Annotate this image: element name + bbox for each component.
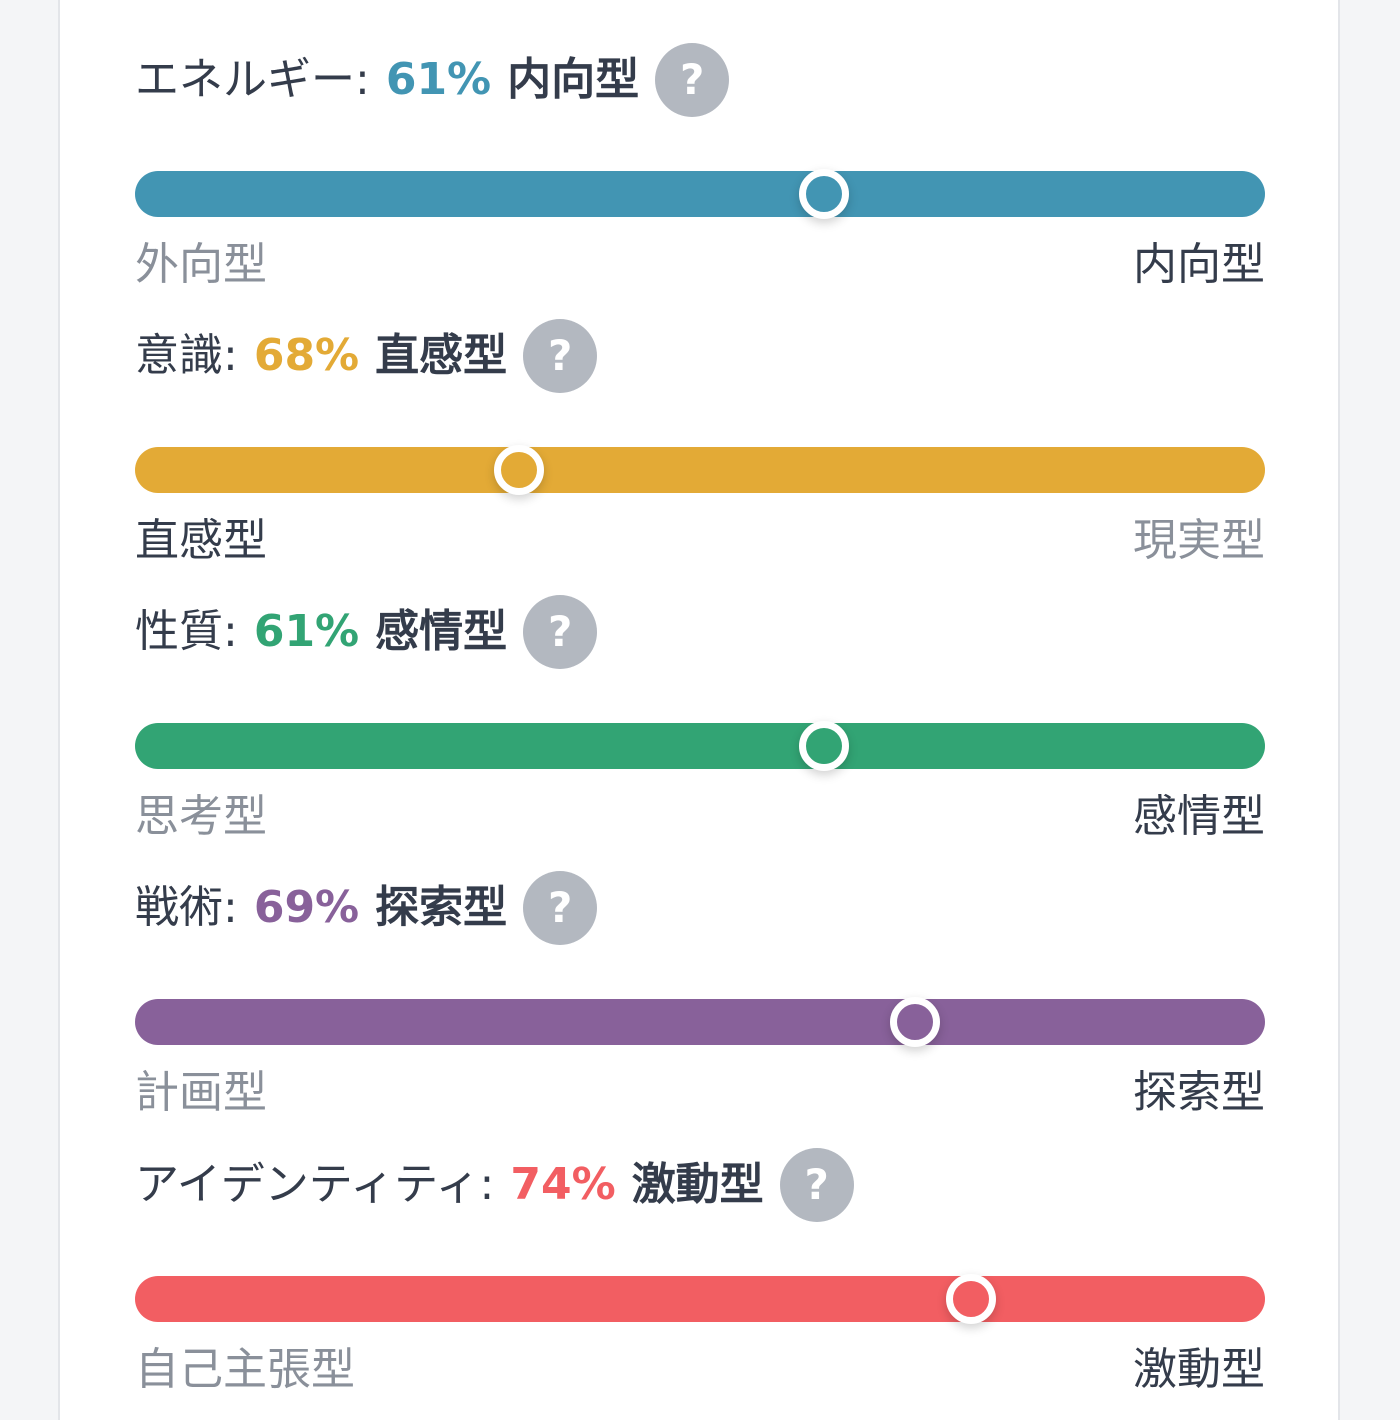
- pole-left-label: 外向型: [135, 239, 267, 290]
- help-circle-icon[interactable]: ?: [523, 319, 598, 393]
- trait-type: 直感型: [375, 330, 508, 381]
- trait-name: アイデンティティ: [135, 1159, 480, 1210]
- trait-percent: 69%: [253, 882, 360, 933]
- trait-bar: [135, 445, 1265, 495]
- trait-name: 性質: [135, 606, 223, 657]
- trait-bar-knob[interactable]: [946, 1274, 997, 1324]
- trait-bar-knob[interactable]: [494, 445, 545, 495]
- trait-colon: :: [355, 54, 370, 105]
- pole-right-label: 現実型: [1133, 515, 1265, 566]
- trait-percent: 61%: [253, 606, 360, 657]
- trait-bar: [135, 1274, 1265, 1324]
- trait-bar-knob[interactable]: [889, 997, 940, 1047]
- pole-right-label: 探索型: [1133, 1067, 1265, 1118]
- trait-identity: アイデンティティ:74% 激動型? 自己主張型 激動型: [135, 1140, 1265, 1400]
- help-circle-icon[interactable]: ?: [655, 43, 730, 117]
- help-circle-icon[interactable]: ?: [523, 871, 598, 945]
- help-circle-icon[interactable]: ?: [523, 595, 598, 669]
- trait-percent: 74%: [510, 1159, 616, 1210]
- trait-nature: 性質:61% 感情型? 思考型 感情型: [135, 587, 1265, 847]
- trait-header: エネルギー:61% 内向型?: [135, 35, 730, 125]
- trait-bar-knob[interactable]: [799, 169, 850, 219]
- personality-traits-card: [58, 0, 1340, 1420]
- trait-colon: :: [223, 606, 238, 657]
- trait-bar-knob[interactable]: [799, 721, 850, 771]
- pole-left-label: 思考型: [135, 791, 267, 842]
- trait-header: アイデンティティ:74% 激動型?: [135, 1140, 854, 1230]
- trait-tactics: 戦術:69% 探索型? 計画型 探索型: [135, 863, 1265, 1123]
- pole-left-label: 直感型: [135, 515, 267, 566]
- trait-type: 感情型: [375, 606, 508, 657]
- trait-type: 探索型: [375, 882, 508, 933]
- trait-percent: 61%: [385, 54, 492, 105]
- trait-header: 意識:68% 直感型?: [135, 311, 598, 401]
- trait-percent: 68%: [253, 330, 360, 381]
- trait-header: 性質:61% 感情型?: [135, 587, 598, 677]
- trait-energy: エネルギー:61% 内向型? 外向型 内向型: [135, 35, 1265, 295]
- trait-bar: [135, 721, 1265, 771]
- trait-type: 激動型: [631, 1159, 764, 1210]
- trait-header: 戦術:69% 探索型?: [135, 863, 598, 953]
- pole-right-label: 激動型: [1133, 1344, 1265, 1395]
- trait-name: 戦術: [135, 882, 223, 933]
- trait-colon: :: [223, 330, 238, 381]
- help-circle-icon[interactable]: ?: [779, 1148, 854, 1222]
- pole-left-label: 計画型: [135, 1067, 267, 1118]
- trait-bar: [135, 169, 1265, 219]
- trait-type: 内向型: [507, 54, 640, 105]
- trait-bar: [135, 997, 1265, 1047]
- pole-right-label: 感情型: [1133, 791, 1265, 842]
- trait-name: 意識: [135, 330, 223, 381]
- trait-colon: :: [223, 882, 238, 933]
- pole-right-label: 内向型: [1133, 239, 1265, 290]
- trait-colon: :: [479, 1159, 495, 1210]
- trait-name: エネルギー: [135, 54, 355, 105]
- trait-mind: 意識:68% 直感型? 直感型 現実型: [135, 311, 1265, 571]
- pole-left-label: 自己主張型: [135, 1344, 355, 1395]
